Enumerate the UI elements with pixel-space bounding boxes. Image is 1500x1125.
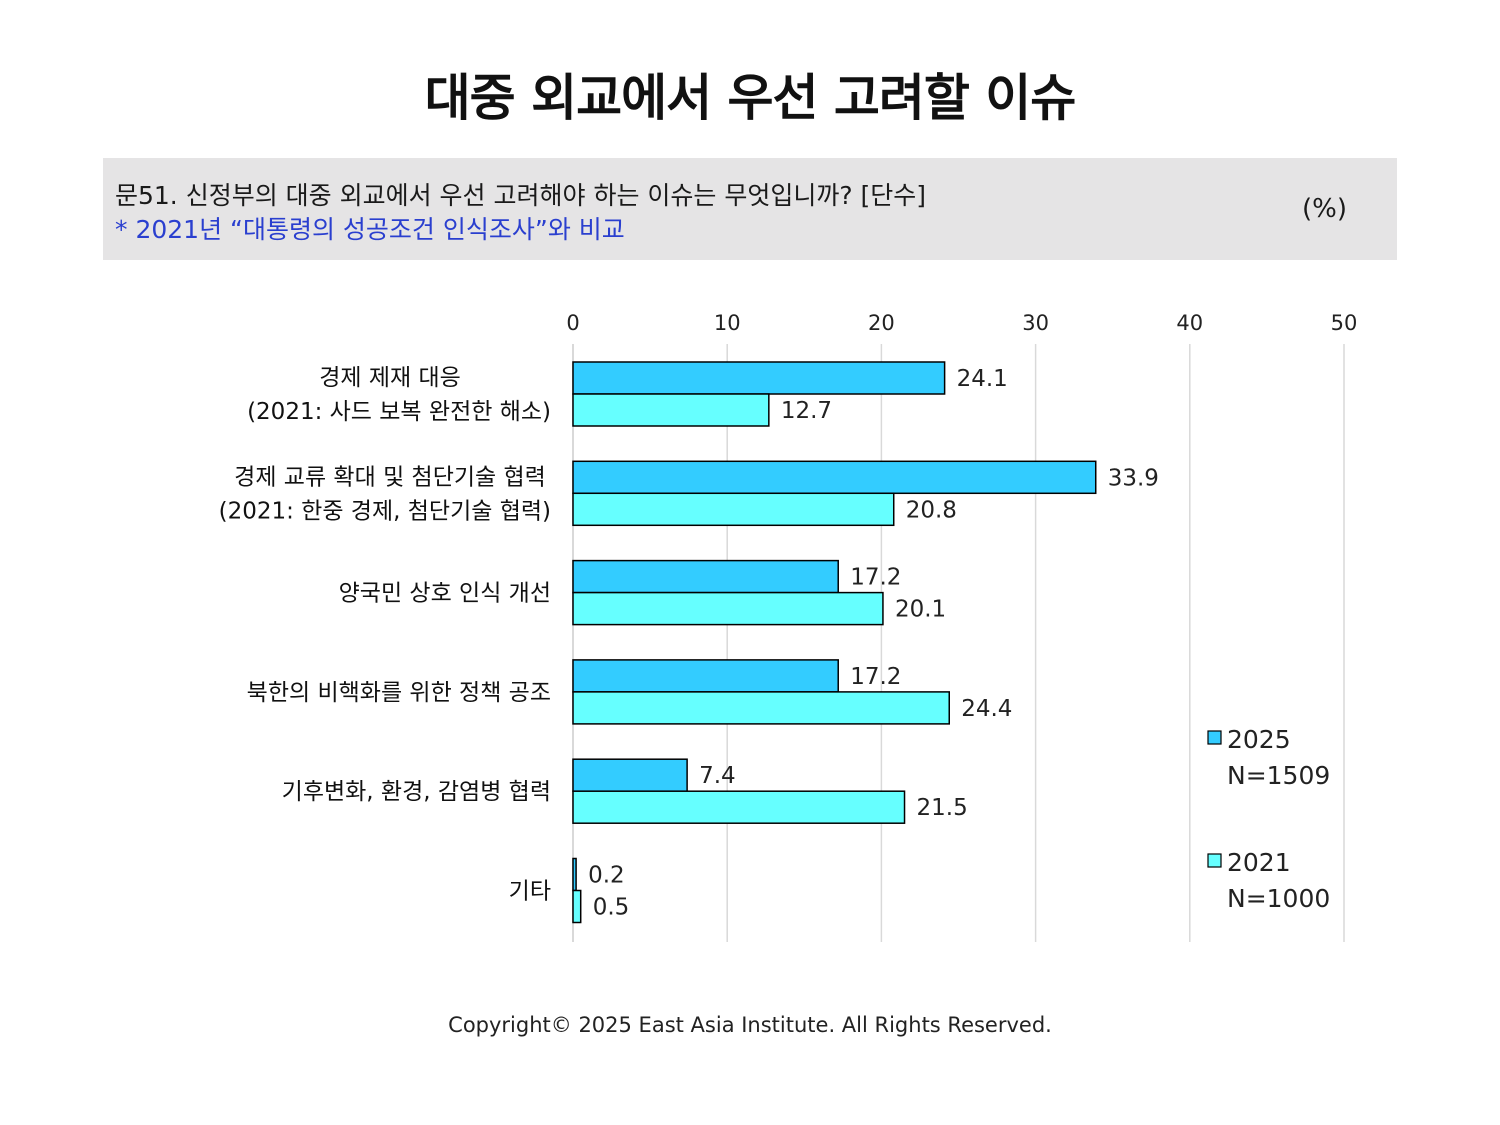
legend-swatch bbox=[1207, 853, 1222, 868]
x-tick-label: 40 bbox=[1176, 311, 1203, 335]
copyright-footer: Copyright© 2025 East Asia Institute. All… bbox=[448, 1013, 1052, 1037]
x-tick-label: 10 bbox=[714, 311, 741, 335]
legend-series-name: 2025 bbox=[1227, 725, 1291, 754]
legend-swatch bbox=[1207, 730, 1222, 745]
bar-2021 bbox=[572, 492, 895, 527]
data-label: 0.5 bbox=[593, 895, 630, 921]
data-label: 24.1 bbox=[957, 366, 1008, 392]
data-label: 20.8 bbox=[906, 497, 957, 523]
x-tick-label: 50 bbox=[1331, 311, 1358, 335]
bar-2025 bbox=[572, 758, 688, 792]
category-label: (2021: 사드 보복 완전한 해소) bbox=[247, 399, 551, 425]
bar-2021 bbox=[572, 591, 884, 626]
bar-2021 bbox=[572, 393, 770, 427]
data-label: 7.4 bbox=[699, 763, 736, 789]
legend-sample-size: N=1000 bbox=[1227, 884, 1330, 913]
unit-label: (%) bbox=[1302, 194, 1347, 224]
category-label: 경제 제재 대응 bbox=[319, 365, 461, 391]
bar-2025 bbox=[572, 857, 577, 892]
question-text: 문51. 신정부의 대중 외교에서 우선 고려해야 하는 이슈는 무엇입니까? … bbox=[115, 181, 927, 210]
category-label: 기후변화, 환경, 감염병 협력 bbox=[282, 779, 551, 805]
data-label: 17.2 bbox=[850, 664, 901, 690]
category-label: 북한의 비핵화를 위한 정책 공조 bbox=[247, 680, 551, 706]
category-label: 경제 교류 확대 및 첨단기술 협력 bbox=[234, 464, 546, 490]
category-label: 양국민 상호 인식 개선 bbox=[339, 581, 551, 607]
bar-2025 bbox=[572, 659, 839, 693]
data-label: 20.1 bbox=[895, 597, 946, 623]
data-label: 24.4 bbox=[961, 696, 1012, 722]
category-label: (2021: 한중 경제, 첨단기술 협력) bbox=[219, 498, 551, 524]
bar-2025 bbox=[572, 559, 839, 594]
bar-2021 bbox=[572, 790, 906, 824]
chart-title: 대중 외교에서 우선 고려할 이슈 bbox=[424, 69, 1077, 127]
bar-2025 bbox=[572, 460, 1097, 495]
x-tick-label: 0 bbox=[566, 311, 579, 335]
legend-sample-size: N=1509 bbox=[1227, 761, 1330, 790]
bar-2025 bbox=[572, 361, 946, 395]
data-label: 0.2 bbox=[588, 863, 625, 889]
data-label: 12.7 bbox=[781, 398, 832, 424]
bar-2021 bbox=[572, 691, 950, 725]
data-label: 17.2 bbox=[850, 565, 901, 591]
x-tick-label: 20 bbox=[868, 311, 895, 335]
data-label: 33.9 bbox=[1108, 465, 1159, 491]
x-tick-label: 30 bbox=[1022, 311, 1049, 335]
data-label: 21.5 bbox=[917, 795, 968, 821]
question-box: 문51. 신정부의 대중 외교에서 우선 고려해야 하는 이슈는 무엇입니까? … bbox=[103, 158, 1397, 260]
category-label: 기타 bbox=[509, 879, 551, 905]
comparison-note: * 2021년 “대통령의 성공조건 인식조사”와 비교 bbox=[115, 215, 625, 244]
legend-series-name: 2021 bbox=[1227, 848, 1291, 877]
bar-2021 bbox=[572, 889, 582, 924]
